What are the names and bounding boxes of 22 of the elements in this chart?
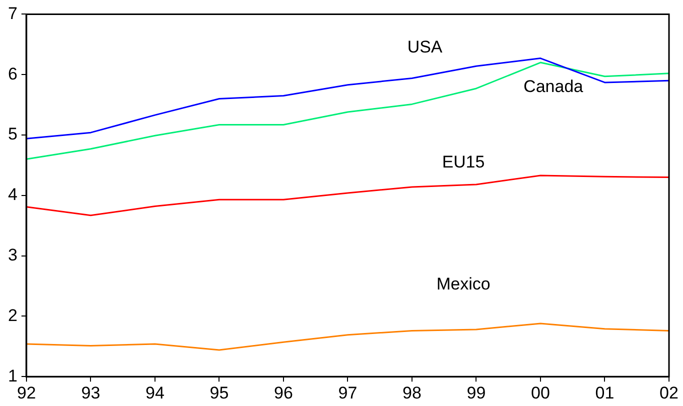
y-tick-label: 4 — [8, 185, 18, 204]
y-tick-label: 3 — [8, 245, 18, 264]
x-tick-label: 93 — [81, 383, 100, 402]
x-tick-label: 00 — [531, 383, 550, 402]
x-tick-label: 01 — [595, 383, 614, 402]
series-label: USA — [407, 37, 443, 56]
x-tick-label: 97 — [338, 383, 358, 402]
y-tick-label: 2 — [8, 306, 18, 325]
x-tick-label: 02 — [660, 383, 678, 402]
y-tick-label: 7 — [8, 4, 18, 23]
series-label: Canada — [524, 76, 584, 96]
y-tick-label: 6 — [8, 64, 18, 84]
x-tick-label: 96 — [274, 383, 293, 402]
x-tick-label: 94 — [146, 383, 164, 402]
text: Mexico — [436, 274, 490, 294]
y-tick-label: 5 — [8, 124, 18, 144]
x-tick-label: 95 — [210, 383, 229, 402]
y-tick-label: 1 — [8, 366, 18, 386]
series-label: EU15 — [442, 152, 485, 172]
x-tick-label: 98 — [402, 383, 422, 402]
x-tick-label: 99 — [466, 383, 486, 402]
x-tick-label: 92 — [16, 383, 36, 402]
